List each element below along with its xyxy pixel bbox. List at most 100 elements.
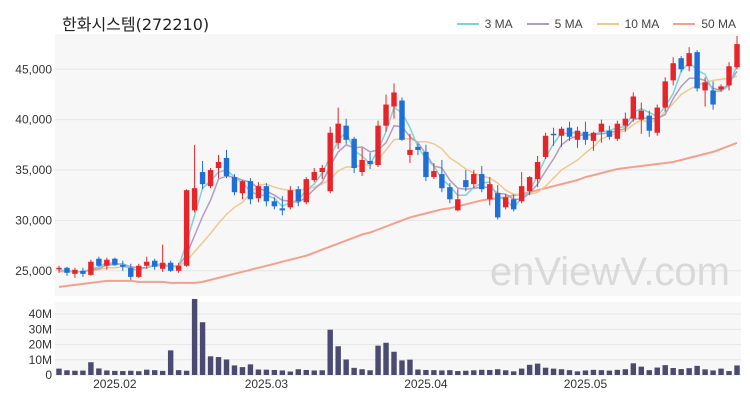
volume-bar [431,370,437,375]
volume-bar [710,370,716,375]
candle-body [423,151,429,178]
candle [128,263,134,280]
volume-bar [686,368,692,375]
candle-body [526,177,533,192]
volume-bar [88,362,94,375]
candle-body [88,261,94,275]
candle-body [151,260,158,267]
volume-bar [183,370,190,375]
legend-label: 5 MA [554,17,583,31]
candle-body [247,181,254,200]
volume-bar [566,370,573,375]
candle [518,172,525,204]
volume-bar [415,369,421,375]
volume-bar [319,370,325,375]
volume-bar [574,371,581,375]
legend-label: 10 MA [624,17,660,31]
candle-body [694,52,700,89]
candle-body [606,130,613,137]
volume-bar [518,368,525,375]
volume-bar [606,370,613,375]
legend-swatch [456,23,479,25]
candle [574,126,581,148]
candle [199,160,206,190]
candle-body [231,177,238,193]
candle-body [439,174,445,189]
volume-bar [239,367,246,375]
candle [542,132,549,159]
x-tick-label: 2025.03 [245,377,289,391]
candle-body [566,127,573,137]
volume-bar [327,329,333,375]
candle-body [654,107,660,133]
price-tick-label: 40,000 [15,113,52,127]
candle [694,50,700,92]
volume-bar [367,370,373,375]
volume-bar [670,368,676,375]
volume-bar [175,370,182,375]
candle [399,97,405,141]
candle [662,77,668,112]
candle [375,120,381,168]
candle-body [159,262,166,269]
volume-bar [223,359,230,375]
candle-body [136,265,142,277]
volume-bar [638,366,645,375]
candle [582,121,589,145]
candle-body [239,181,246,194]
candle [88,259,94,276]
volume-tick-label: 10M [29,353,52,367]
candle-body [726,66,732,86]
volume-bar [550,368,557,375]
legend-label: 3 MA [484,17,513,31]
x-tick-label: 2025.02 [93,377,137,391]
candle-body [279,208,286,211]
volume-bar [391,351,397,375]
volume-bar [80,370,86,375]
candle-body [72,269,78,274]
candle [447,183,453,204]
price-tick-label: 35,000 [15,163,52,177]
candle [359,147,365,177]
candle [72,267,78,278]
candle-body [128,267,134,277]
candle [455,189,461,212]
volume-bar [271,369,278,375]
volume-bar [510,371,517,375]
candle [327,126,333,194]
candle-body [590,132,597,141]
volume-bar [231,365,238,375]
candle [439,159,445,193]
candle-body [327,132,333,192]
candle-body [199,172,206,185]
candle-body [80,270,86,274]
candle-body [367,160,373,164]
candle-body [104,259,110,266]
volume-bar [311,370,317,375]
candle [391,83,397,119]
candle [614,120,621,141]
candle [279,196,286,216]
candle [479,166,485,193]
candle [80,267,86,277]
candle [407,133,413,163]
volume-bar [375,345,381,375]
volume-bar [734,365,740,375]
volume-bar [471,370,477,375]
candle-body [415,146,421,150]
candle [710,81,716,110]
candle [311,168,317,183]
candle [175,262,182,273]
volume-bar [112,370,118,375]
candle [287,186,294,210]
volume-bar [502,370,509,375]
volume-tick-label: 30M [29,322,52,336]
volume-bar [558,369,565,375]
price-tick-label: 30,000 [15,213,52,227]
x-tick-label: 2025.05 [564,377,608,391]
candle [678,56,684,73]
candle [183,189,190,267]
candle-body [502,197,509,208]
